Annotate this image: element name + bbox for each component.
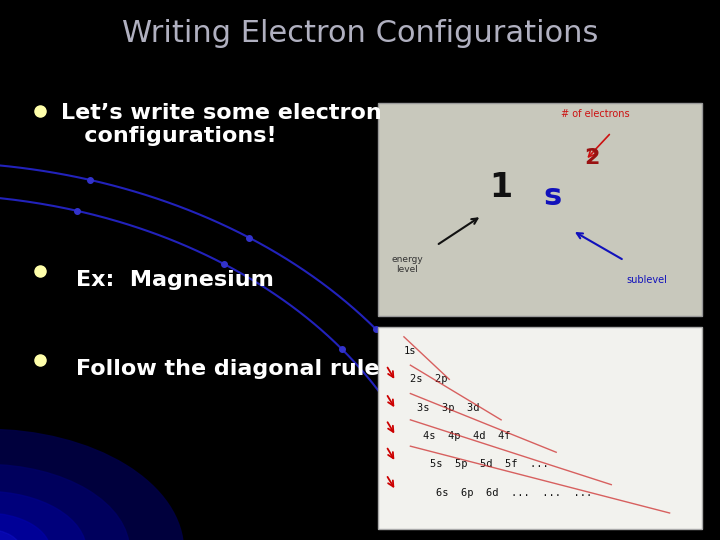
Text: sublevel: sublevel: [626, 275, 667, 285]
Ellipse shape: [0, 464, 130, 540]
Ellipse shape: [0, 429, 184, 540]
Text: energy
level: energy level: [391, 255, 423, 274]
Ellipse shape: [0, 513, 50, 540]
Bar: [378, 103, 702, 316]
Text: Ex:  Magnesium: Ex: Magnesium: [76, 270, 274, 290]
Ellipse shape: [0, 491, 86, 540]
Text: Let’s write some electron
   configurations!: Let’s write some electron configurations…: [61, 103, 382, 146]
Text: 1s: 1s: [404, 346, 416, 356]
Text: 2s  2p: 2s 2p: [410, 374, 448, 384]
Text: # of electrons: # of electrons: [561, 109, 629, 119]
Text: 3s  3p  3d: 3s 3p 3d: [417, 403, 480, 413]
Text: Writing Electron Configurations: Writing Electron Configurations: [122, 19, 598, 48]
Bar: [378, 327, 702, 529]
Text: 2: 2: [584, 148, 600, 168]
Text: 6s  6p  6d  ...  ...  ...: 6s 6p 6d ... ... ...: [436, 488, 593, 498]
Text: 5s  5p  5d  5f  ...: 5s 5p 5d 5f ...: [430, 460, 549, 469]
Text: Follow the diagonal rule: Follow the diagonal rule: [76, 359, 379, 379]
Ellipse shape: [0, 529, 22, 540]
Text: 4s  4p  4d  4f: 4s 4p 4d 4f: [423, 431, 511, 441]
Text: 1: 1: [490, 171, 513, 205]
Text: s: s: [544, 182, 562, 211]
